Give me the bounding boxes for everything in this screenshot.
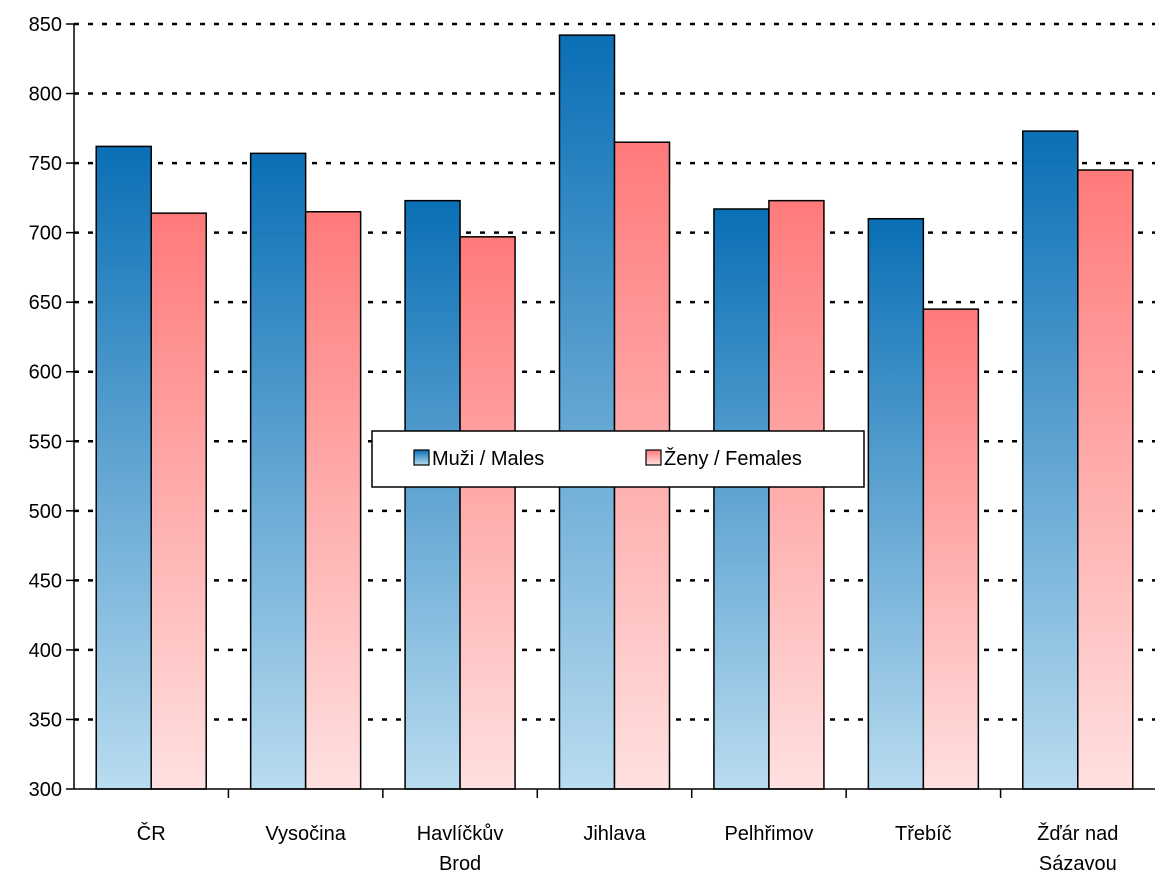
bar-females — [768, 199, 825, 790]
legend-label: Muži / Males — [432, 448, 544, 470]
bar-females — [459, 236, 516, 790]
y-tick-label: 650 — [29, 292, 62, 314]
legend-label: Ženy / Females — [664, 447, 802, 470]
x-tick-label: Žďár nad Sázavou — [1037, 822, 1118, 875]
x-tick-label: Jihlava — [583, 823, 646, 845]
bar-males — [1022, 130, 1079, 790]
bar-males — [867, 217, 925, 790]
y-tick-label: 350 — [29, 709, 62, 731]
bar-females — [1077, 169, 1134, 790]
legend-swatch — [645, 449, 662, 466]
bar-males — [249, 152, 307, 790]
bar-males — [95, 145, 152, 790]
axis-labels: 300 350 400 450 500 550 600 650 700 750 800 850 ČR Vy… — [29, 14, 1119, 875]
bar-females — [922, 308, 980, 790]
y-tick-label: 850 — [29, 14, 62, 36]
y-tick-label: 800 — [29, 84, 62, 106]
bar-females — [304, 211, 362, 790]
y-tick-label: 600 — [29, 362, 62, 384]
y-tick-label: 500 — [29, 501, 62, 523]
legend: Muži / Males Ženy / Females — [371, 430, 865, 488]
x-tick-label: Havlíčkův Brod — [417, 823, 504, 875]
legend-swatch — [413, 449, 430, 466]
y-tick-label: 450 — [29, 570, 62, 592]
bar-females — [150, 212, 207, 790]
x-tick-label: Vysočina — [265, 823, 346, 845]
x-tick-label: Třebíč — [895, 823, 952, 845]
bar-males — [404, 199, 461, 790]
y-tick-label: 400 — [29, 640, 62, 662]
bars — [95, 34, 1134, 790]
axes — [66, 23, 1155, 798]
y-tick-label: 550 — [29, 431, 62, 453]
bar-males — [713, 208, 770, 790]
bar-males — [558, 34, 616, 790]
y-tick-label: 700 — [29, 223, 62, 245]
x-tick-label: Pelhřimov — [724, 823, 813, 845]
legend-box — [371, 430, 865, 488]
x-tick-label: ČR — [137, 822, 166, 845]
y-tick-label: 300 — [29, 779, 62, 801]
y-tick-label: 750 — [29, 153, 62, 175]
